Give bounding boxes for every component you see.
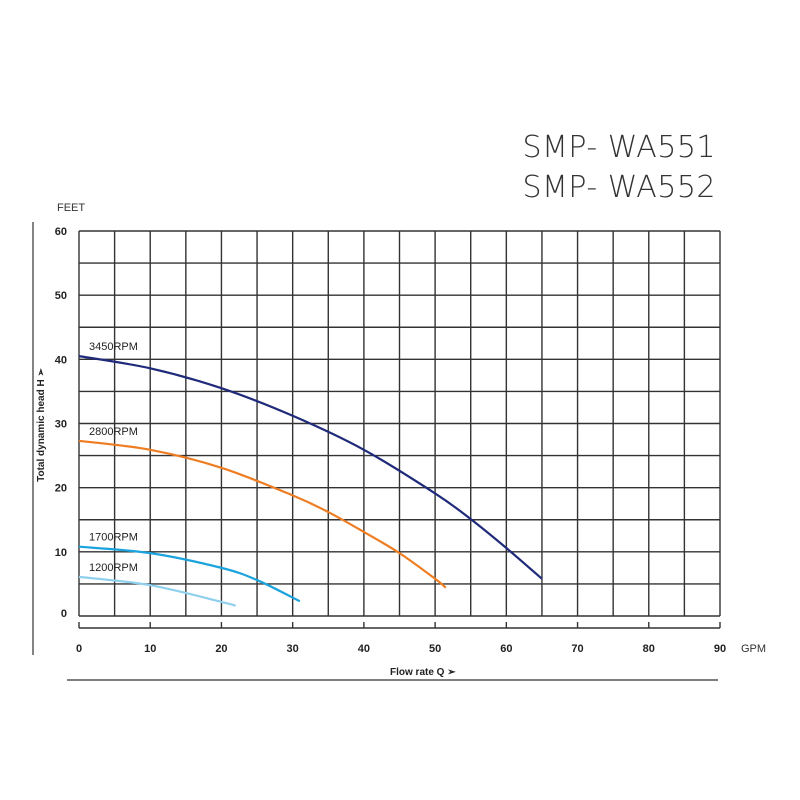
y-tick-label: 60: [55, 226, 67, 238]
y-tick-label: 40: [55, 354, 67, 366]
x-tick-label: 20: [215, 643, 227, 655]
x-tick-label: 10: [144, 643, 156, 655]
series-label: 1200RPM: [89, 562, 138, 574]
series-label: 2800RPM: [89, 426, 138, 438]
y-tick-label: 0: [61, 608, 67, 620]
series-label: 3450RPM: [89, 341, 138, 353]
series-label: 1700RPM: [89, 532, 138, 544]
series-line-1700rpm: [78, 545, 301, 603]
series-line-2800rpm: [78, 439, 447, 589]
x-tick-label: 60: [500, 643, 512, 655]
model-title-2: SMP- WA552: [522, 170, 716, 205]
y-tick-label: 50: [55, 290, 67, 302]
series-line-1200rpm: [78, 575, 236, 607]
series-line-3450rpm: [78, 355, 543, 580]
y-tick-label: 30: [55, 419, 67, 431]
x-unit-label: GPM: [741, 643, 766, 655]
x-tick-label: 50: [429, 643, 441, 655]
y-tick-label: 20: [55, 483, 67, 495]
x-tick-label: 40: [358, 643, 370, 655]
y-unit-label: FEET: [57, 202, 85, 214]
x-tick-label: 30: [287, 643, 299, 655]
x-axis-title: Flow rate Q ➢: [390, 667, 456, 678]
x-tick-label: 80: [643, 643, 655, 655]
x-tick-label: 70: [571, 643, 583, 655]
model-title-1: SMP- WA551: [522, 130, 716, 165]
x-tick-label: 90: [714, 643, 726, 655]
y-tick-label: 10: [55, 547, 67, 559]
y-axis-title: Total dynamic head H ➢: [36, 368, 47, 482]
x-tick-label: 0: [76, 643, 82, 655]
